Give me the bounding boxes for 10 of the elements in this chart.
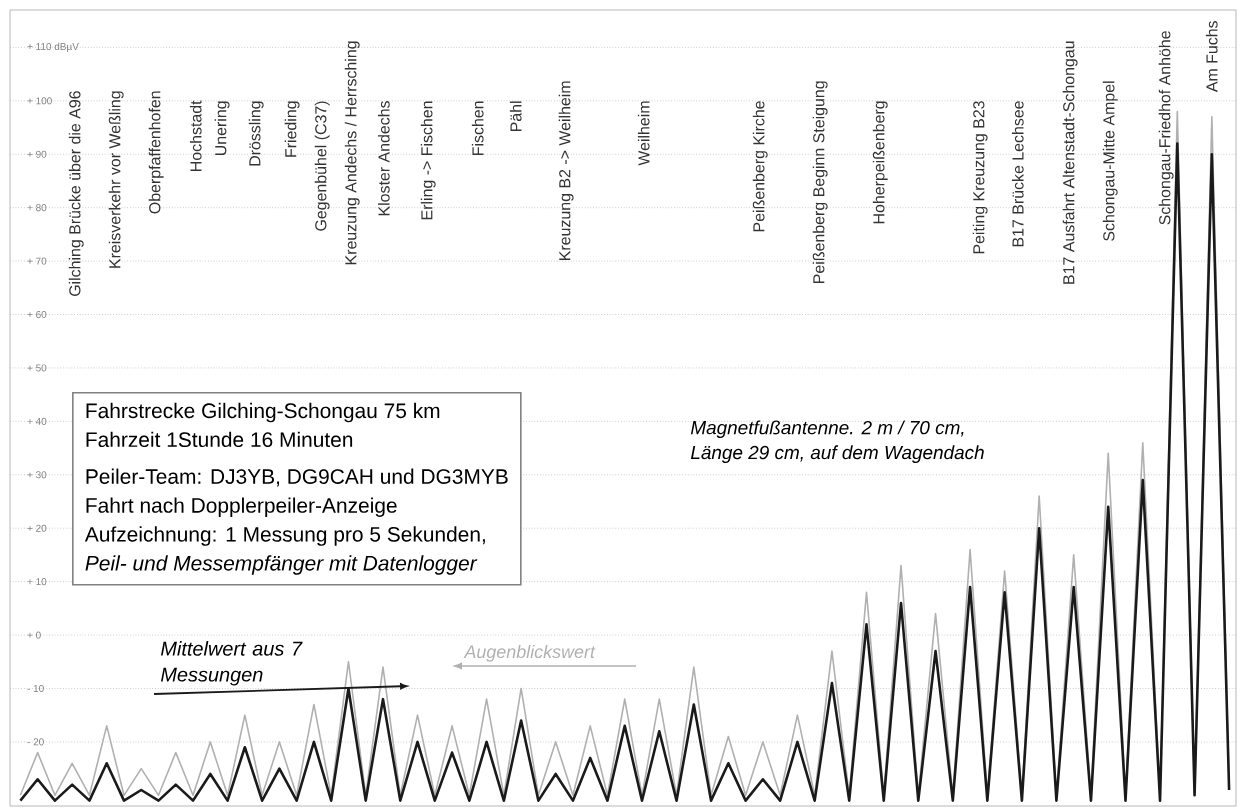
annotation: Peil- und Messempfänger mit Datenlogger <box>85 555 478 575</box>
annotation: Fahrstrecke Gilching-Schongau 75 km <box>86 402 440 423</box>
annotation: Fahrt nach Dopplerpeiler-Anzeige <box>86 497 397 517</box>
text: Mittelwert aus 7 Messungen <box>160 641 303 686</box>
text: Augenblickswert <box>463 644 596 662</box>
annotation: Peiler-Team: DJ3YB, DG9CAH und DG3MYB <box>86 468 508 487</box>
annotation: Länge 29 cm, auf dem Wagendach <box>690 445 984 463</box>
annotation: Magnetfußantenne. 2 m / 70 cm, <box>690 420 964 439</box>
annotation: Aufzeichnung: 1 Messung pro 5 Sekunden, <box>84 526 485 546</box>
annotation: Fahrzeit 1Stunde 16 Minuten <box>86 431 353 448</box>
